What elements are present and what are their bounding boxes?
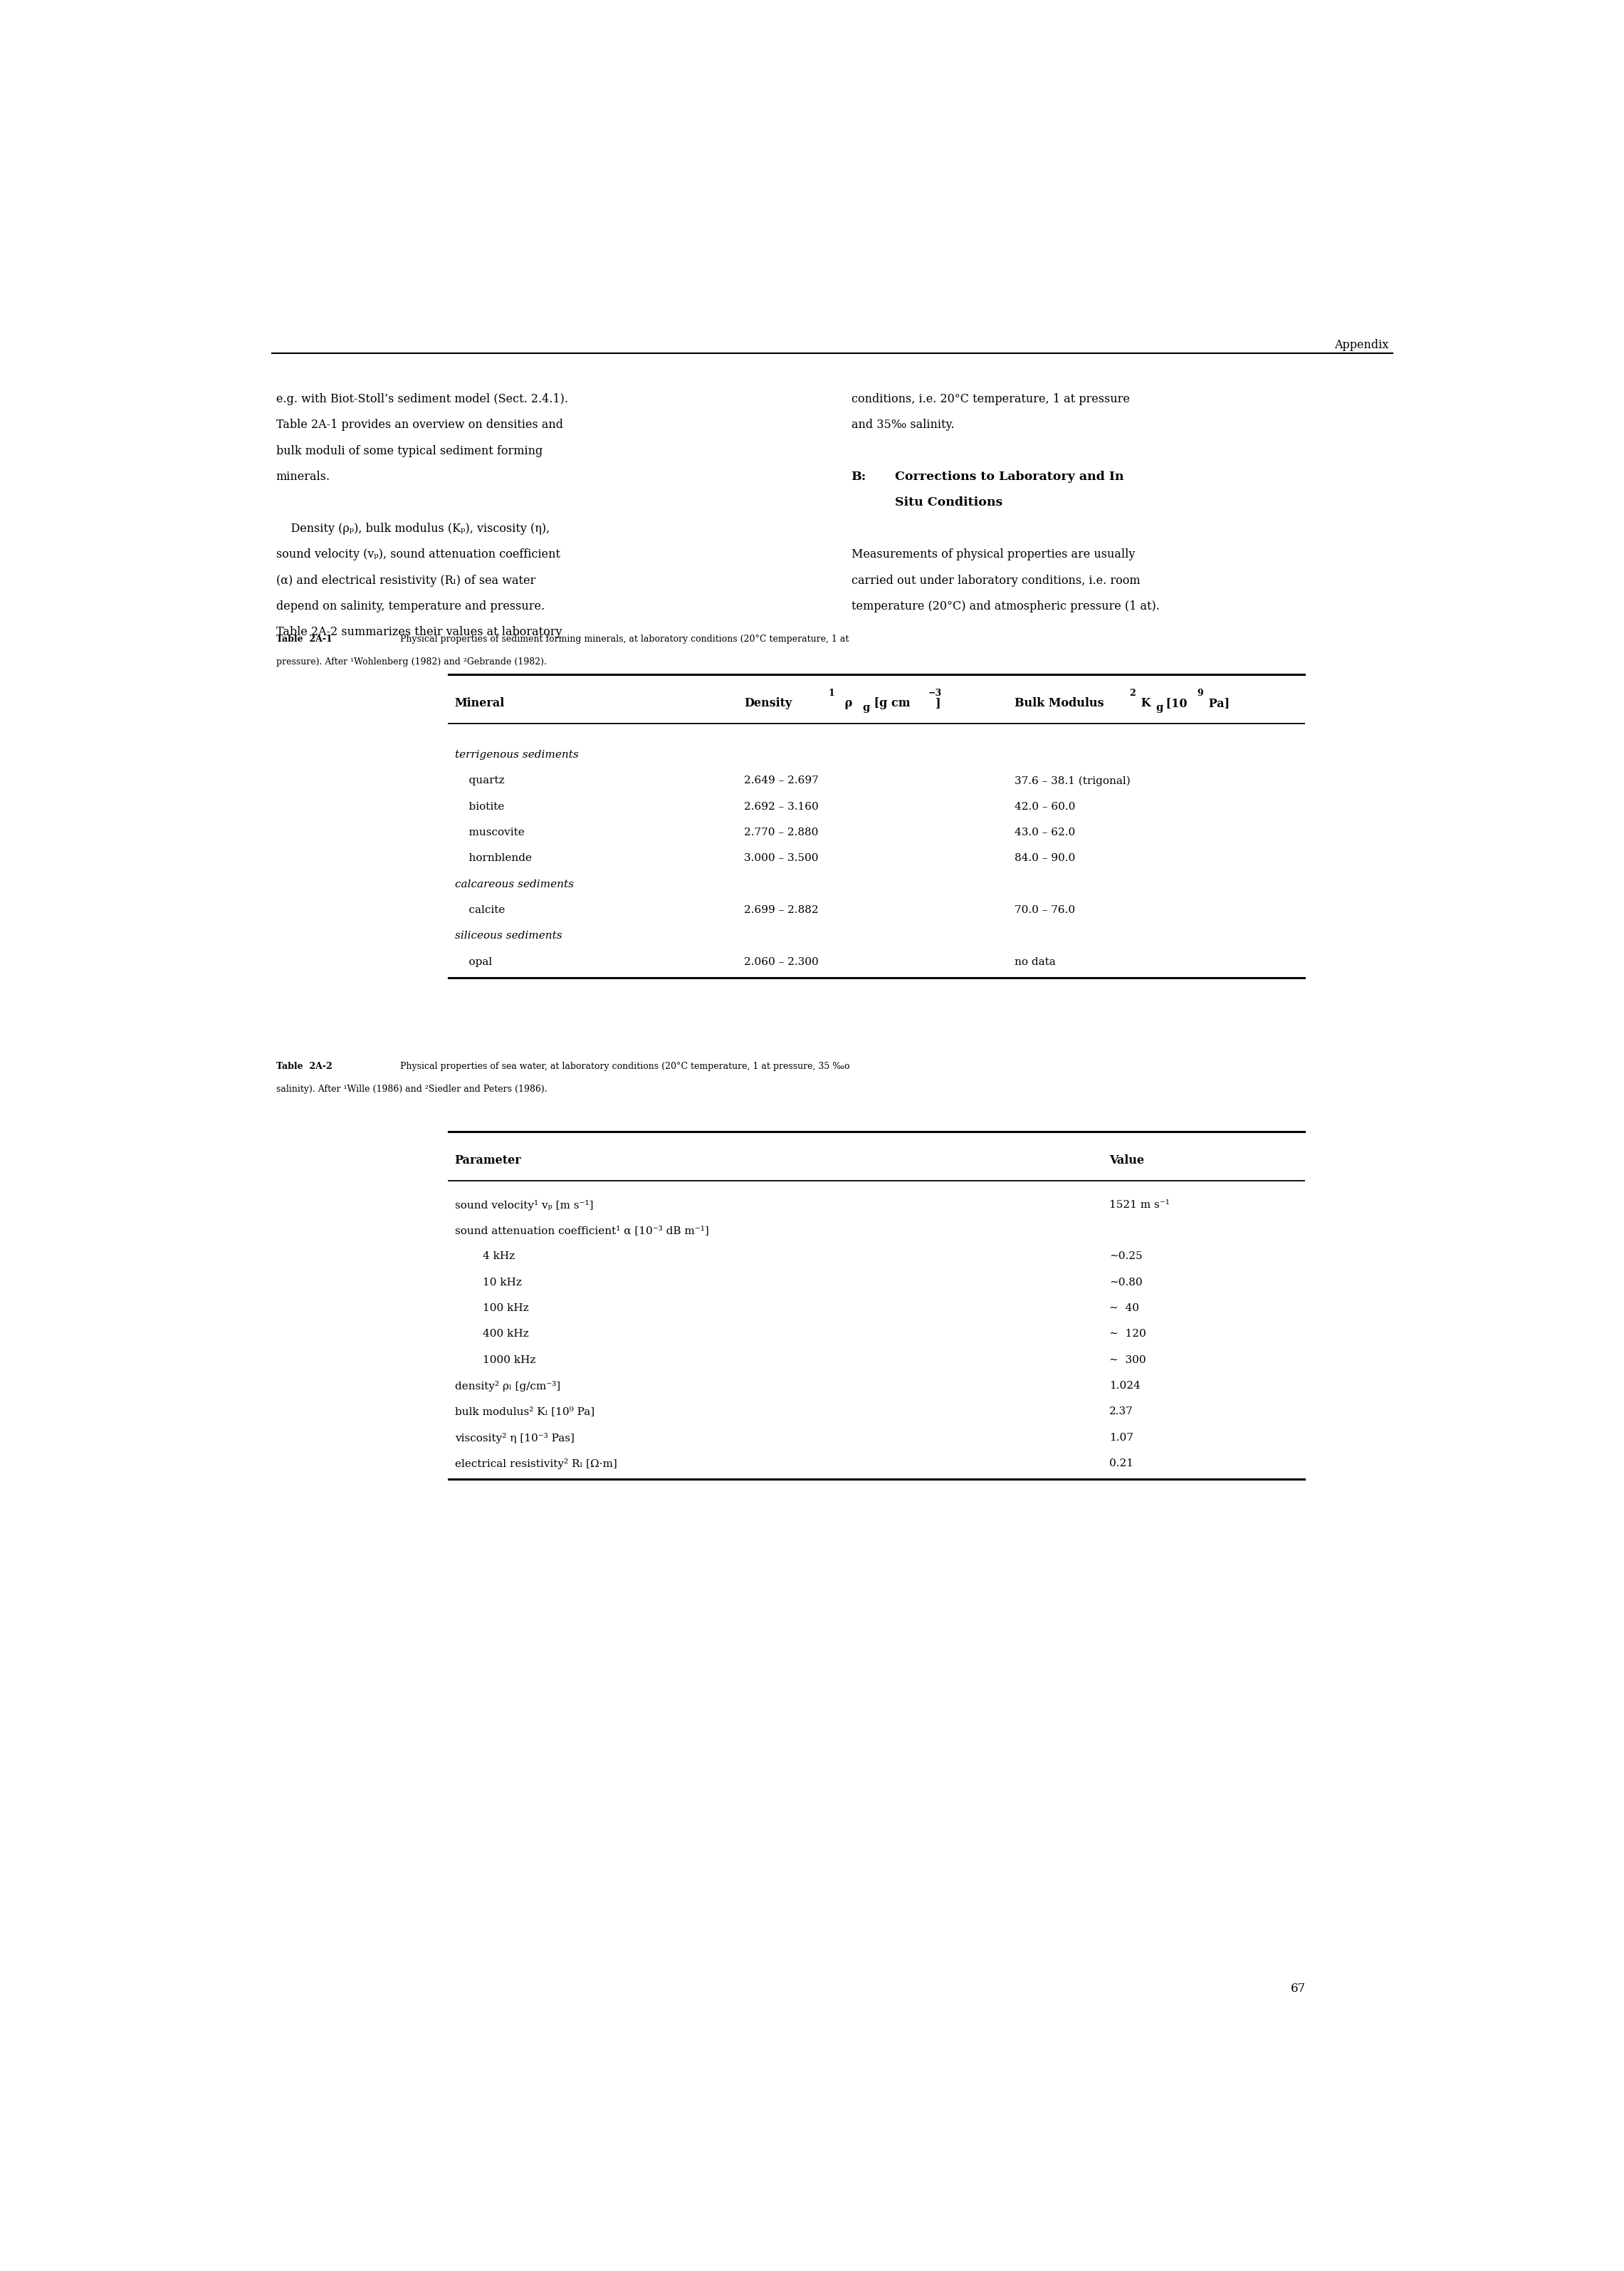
Text: temperature (20°C) and atmospheric pressure (1 at).: temperature (20°C) and atmospheric press… xyxy=(851,600,1160,613)
Text: −3: −3 xyxy=(927,688,942,697)
Text: 1.07: 1.07 xyxy=(1109,1433,1134,1442)
Text: 1: 1 xyxy=(828,688,835,697)
Text: hornblende: hornblende xyxy=(455,854,531,863)
Text: density² ρₗ [g/cm⁻³]: density² ρₗ [g/cm⁻³] xyxy=(455,1381,560,1392)
Text: no data: no data xyxy=(1015,956,1056,967)
Text: 100 kHz: 100 kHz xyxy=(455,1304,528,1313)
Text: 2.37: 2.37 xyxy=(1109,1406,1134,1417)
Text: bulk moduli of some typical sediment forming: bulk moduli of some typical sediment for… xyxy=(276,445,542,456)
Text: Corrections to Laboratory and In: Corrections to Laboratory and In xyxy=(895,470,1124,484)
Text: 2.770 – 2.880: 2.770 – 2.880 xyxy=(744,827,818,838)
Text: Physical properties of sediment forming minerals, at laboratory conditions (20°C: Physical properties of sediment forming … xyxy=(395,634,849,643)
Text: 1000 kHz: 1000 kHz xyxy=(455,1356,536,1365)
Text: depend on salinity, temperature and pressure.: depend on salinity, temperature and pres… xyxy=(276,600,544,613)
Text: Table  2A-2: Table 2A-2 xyxy=(276,1061,331,1072)
Text: sound velocity¹ vₚ [m s⁻¹]: sound velocity¹ vₚ [m s⁻¹] xyxy=(455,1199,593,1210)
Text: Table 2A-2 summarizes their values at laboratory: Table 2A-2 summarizes their values at la… xyxy=(276,627,562,638)
Text: calcite: calcite xyxy=(455,906,505,915)
Text: B:: B: xyxy=(851,470,866,484)
Text: 1521 m s⁻¹: 1521 m s⁻¹ xyxy=(1109,1199,1169,1210)
Text: 2.699 – 2.882: 2.699 – 2.882 xyxy=(744,906,818,915)
Text: 3.000 – 3.500: 3.000 – 3.500 xyxy=(744,854,818,863)
Text: terrigenous sediments: terrigenous sediments xyxy=(455,749,578,761)
Text: 2.692 – 3.160: 2.692 – 3.160 xyxy=(744,802,818,811)
Text: g: g xyxy=(1156,702,1163,713)
Text: 9: 9 xyxy=(1197,688,1203,697)
Text: bulk modulus² Kₗ [10⁹ Pa]: bulk modulus² Kₗ [10⁹ Pa] xyxy=(455,1406,594,1417)
Text: ∼  300: ∼ 300 xyxy=(1109,1356,1147,1365)
Text: calcareous sediments: calcareous sediments xyxy=(455,879,573,890)
Text: biotite: biotite xyxy=(455,802,503,811)
Text: ρ: ρ xyxy=(841,697,853,709)
Text: pressure). After ¹Wohlenberg (1982) and ²Gebrande (1982).: pressure). After ¹Wohlenberg (1982) and … xyxy=(276,656,546,665)
Text: conditions, i.e. 20°C temperature, 1 at pressure: conditions, i.e. 20°C temperature, 1 at … xyxy=(851,393,1129,404)
Text: Bulk Modulus: Bulk Modulus xyxy=(1015,697,1104,709)
Text: and 35‰ salinity.: and 35‰ salinity. xyxy=(851,420,953,431)
Text: viscosity² η [10⁻³ Pas]: viscosity² η [10⁻³ Pas] xyxy=(455,1433,575,1444)
Text: [g cm: [g cm xyxy=(870,697,911,709)
Text: opal: opal xyxy=(455,956,492,967)
Text: Physical properties of sea water, at laboratory conditions (20°C temperature, 1 : Physical properties of sea water, at lab… xyxy=(395,1061,849,1072)
Text: 70.0 – 76.0: 70.0 – 76.0 xyxy=(1015,906,1075,915)
Text: 4 kHz: 4 kHz xyxy=(455,1251,515,1260)
Text: 0.21: 0.21 xyxy=(1109,1458,1134,1469)
Text: ∼0.25: ∼0.25 xyxy=(1109,1251,1142,1260)
Text: 67: 67 xyxy=(1291,1983,1306,1994)
Text: siliceous sediments: siliceous sediments xyxy=(455,931,562,940)
Text: g: g xyxy=(862,702,870,713)
Text: Value: Value xyxy=(1109,1154,1143,1167)
Text: salinity). After ¹Wille (1986) and ²Siedler and Peters (1986).: salinity). After ¹Wille (1986) and ²Sied… xyxy=(276,1083,547,1095)
Text: 37.6 – 38.1 (trigonal): 37.6 – 38.1 (trigonal) xyxy=(1015,777,1130,786)
Text: 42.0 – 60.0: 42.0 – 60.0 xyxy=(1015,802,1075,811)
Text: Situ Conditions: Situ Conditions xyxy=(895,497,1004,509)
Text: (α) and electrical resistivity (Rₗ) of sea water: (α) and electrical resistivity (Rₗ) of s… xyxy=(276,575,536,586)
Text: 1.024: 1.024 xyxy=(1109,1381,1140,1390)
Text: ]: ] xyxy=(935,697,940,709)
Text: 2.060 – 2.300: 2.060 – 2.300 xyxy=(744,956,818,967)
Text: sound attenuation coefficient¹ α [10⁻³ dB m⁻¹]: sound attenuation coefficient¹ α [10⁻³ d… xyxy=(455,1226,708,1235)
Text: muscovite: muscovite xyxy=(455,827,525,838)
Text: [10: [10 xyxy=(1163,697,1187,709)
Text: ∼0.80: ∼0.80 xyxy=(1109,1276,1142,1288)
Text: ∼  120: ∼ 120 xyxy=(1109,1329,1147,1340)
Text: carried out under laboratory conditions, i.e. room: carried out under laboratory conditions,… xyxy=(851,575,1140,586)
Text: 43.0 – 62.0: 43.0 – 62.0 xyxy=(1015,827,1075,838)
Text: K: K xyxy=(1137,697,1151,709)
Text: sound velocity (vₚ), sound attenuation coefficient: sound velocity (vₚ), sound attenuation c… xyxy=(276,550,560,561)
Text: Parameter: Parameter xyxy=(455,1154,521,1167)
Text: Density (ρₚ), bulk modulus (Kₚ), viscosity (η),: Density (ρₚ), bulk modulus (Kₚ), viscosi… xyxy=(276,522,549,534)
Text: electrical resistivity² Rₗ [Ω·m]: electrical resistivity² Rₗ [Ω·m] xyxy=(455,1458,617,1469)
Text: ∼  40: ∼ 40 xyxy=(1109,1304,1138,1313)
Text: Table  2A-1: Table 2A-1 xyxy=(276,634,331,643)
Text: 2: 2 xyxy=(1129,688,1135,697)
Text: Table 2A-1 provides an overview on densities and: Table 2A-1 provides an overview on densi… xyxy=(276,420,564,431)
Text: 84.0 – 90.0: 84.0 – 90.0 xyxy=(1015,854,1075,863)
Text: Density: Density xyxy=(744,697,793,709)
Text: Mineral: Mineral xyxy=(455,697,505,709)
Text: minerals.: minerals. xyxy=(276,470,330,484)
Text: Measurements of physical properties are usually: Measurements of physical properties are … xyxy=(851,550,1135,561)
Text: e.g. with Biot-Stoll’s sediment model (Sect. 2.4.1).: e.g. with Biot-Stoll’s sediment model (S… xyxy=(276,393,568,404)
Text: Pa]: Pa] xyxy=(1205,697,1229,709)
Text: 2.649 – 2.697: 2.649 – 2.697 xyxy=(744,777,818,786)
Text: 10 kHz: 10 kHz xyxy=(455,1276,521,1288)
Text: quartz: quartz xyxy=(455,777,505,786)
Text: Appendix: Appendix xyxy=(1335,338,1389,352)
Text: 400 kHz: 400 kHz xyxy=(455,1329,528,1340)
